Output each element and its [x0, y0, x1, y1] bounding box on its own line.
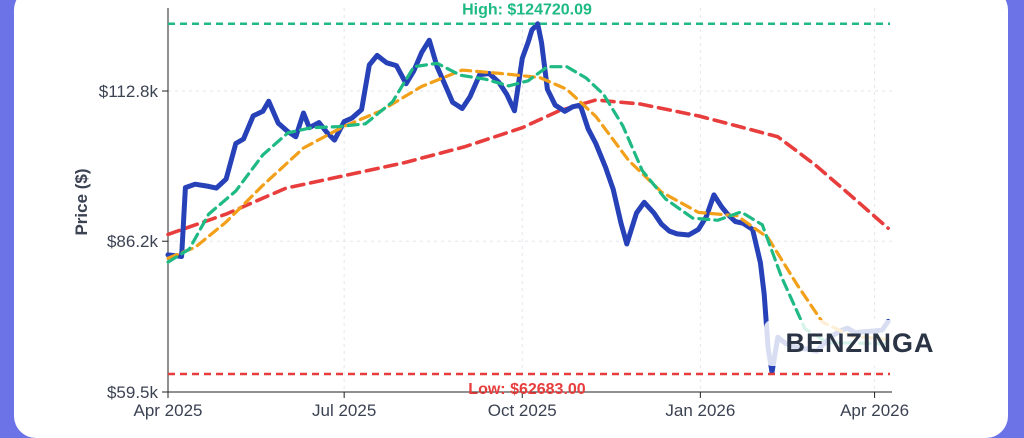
x-tick-label: Apr 2026	[840, 401, 909, 420]
x-tick-label: Jul 2025	[312, 401, 376, 420]
benzinga-watermark: BENZINGA	[764, 320, 956, 366]
y-tick-label: $59.5k	[107, 383, 159, 402]
high-label: High: $124720.09	[462, 2, 592, 19]
x-tick-label: Oct 2025	[488, 401, 557, 420]
x-tick-label: Apr 2025	[134, 401, 203, 420]
watermark-text: BENZINGA	[785, 327, 935, 358]
series-line-medium-ma	[166, 68, 890, 342]
low-label: Low: $62683.00	[468, 381, 586, 398]
y-axis-label: Price ($)	[72, 168, 91, 235]
x-tick-label: Jan 2026	[665, 401, 735, 420]
y-tick-label: $112.8k	[99, 82, 159, 101]
y-tick-label: $86.2k	[107, 232, 159, 251]
series-line-price	[165, 21, 891, 375]
series-line-short-ma	[166, 61, 890, 346]
series-group	[165, 21, 891, 375]
axes	[167, 8, 892, 393]
annotations: High: $124720.09 Low: $62683.00	[168, 2, 890, 398]
